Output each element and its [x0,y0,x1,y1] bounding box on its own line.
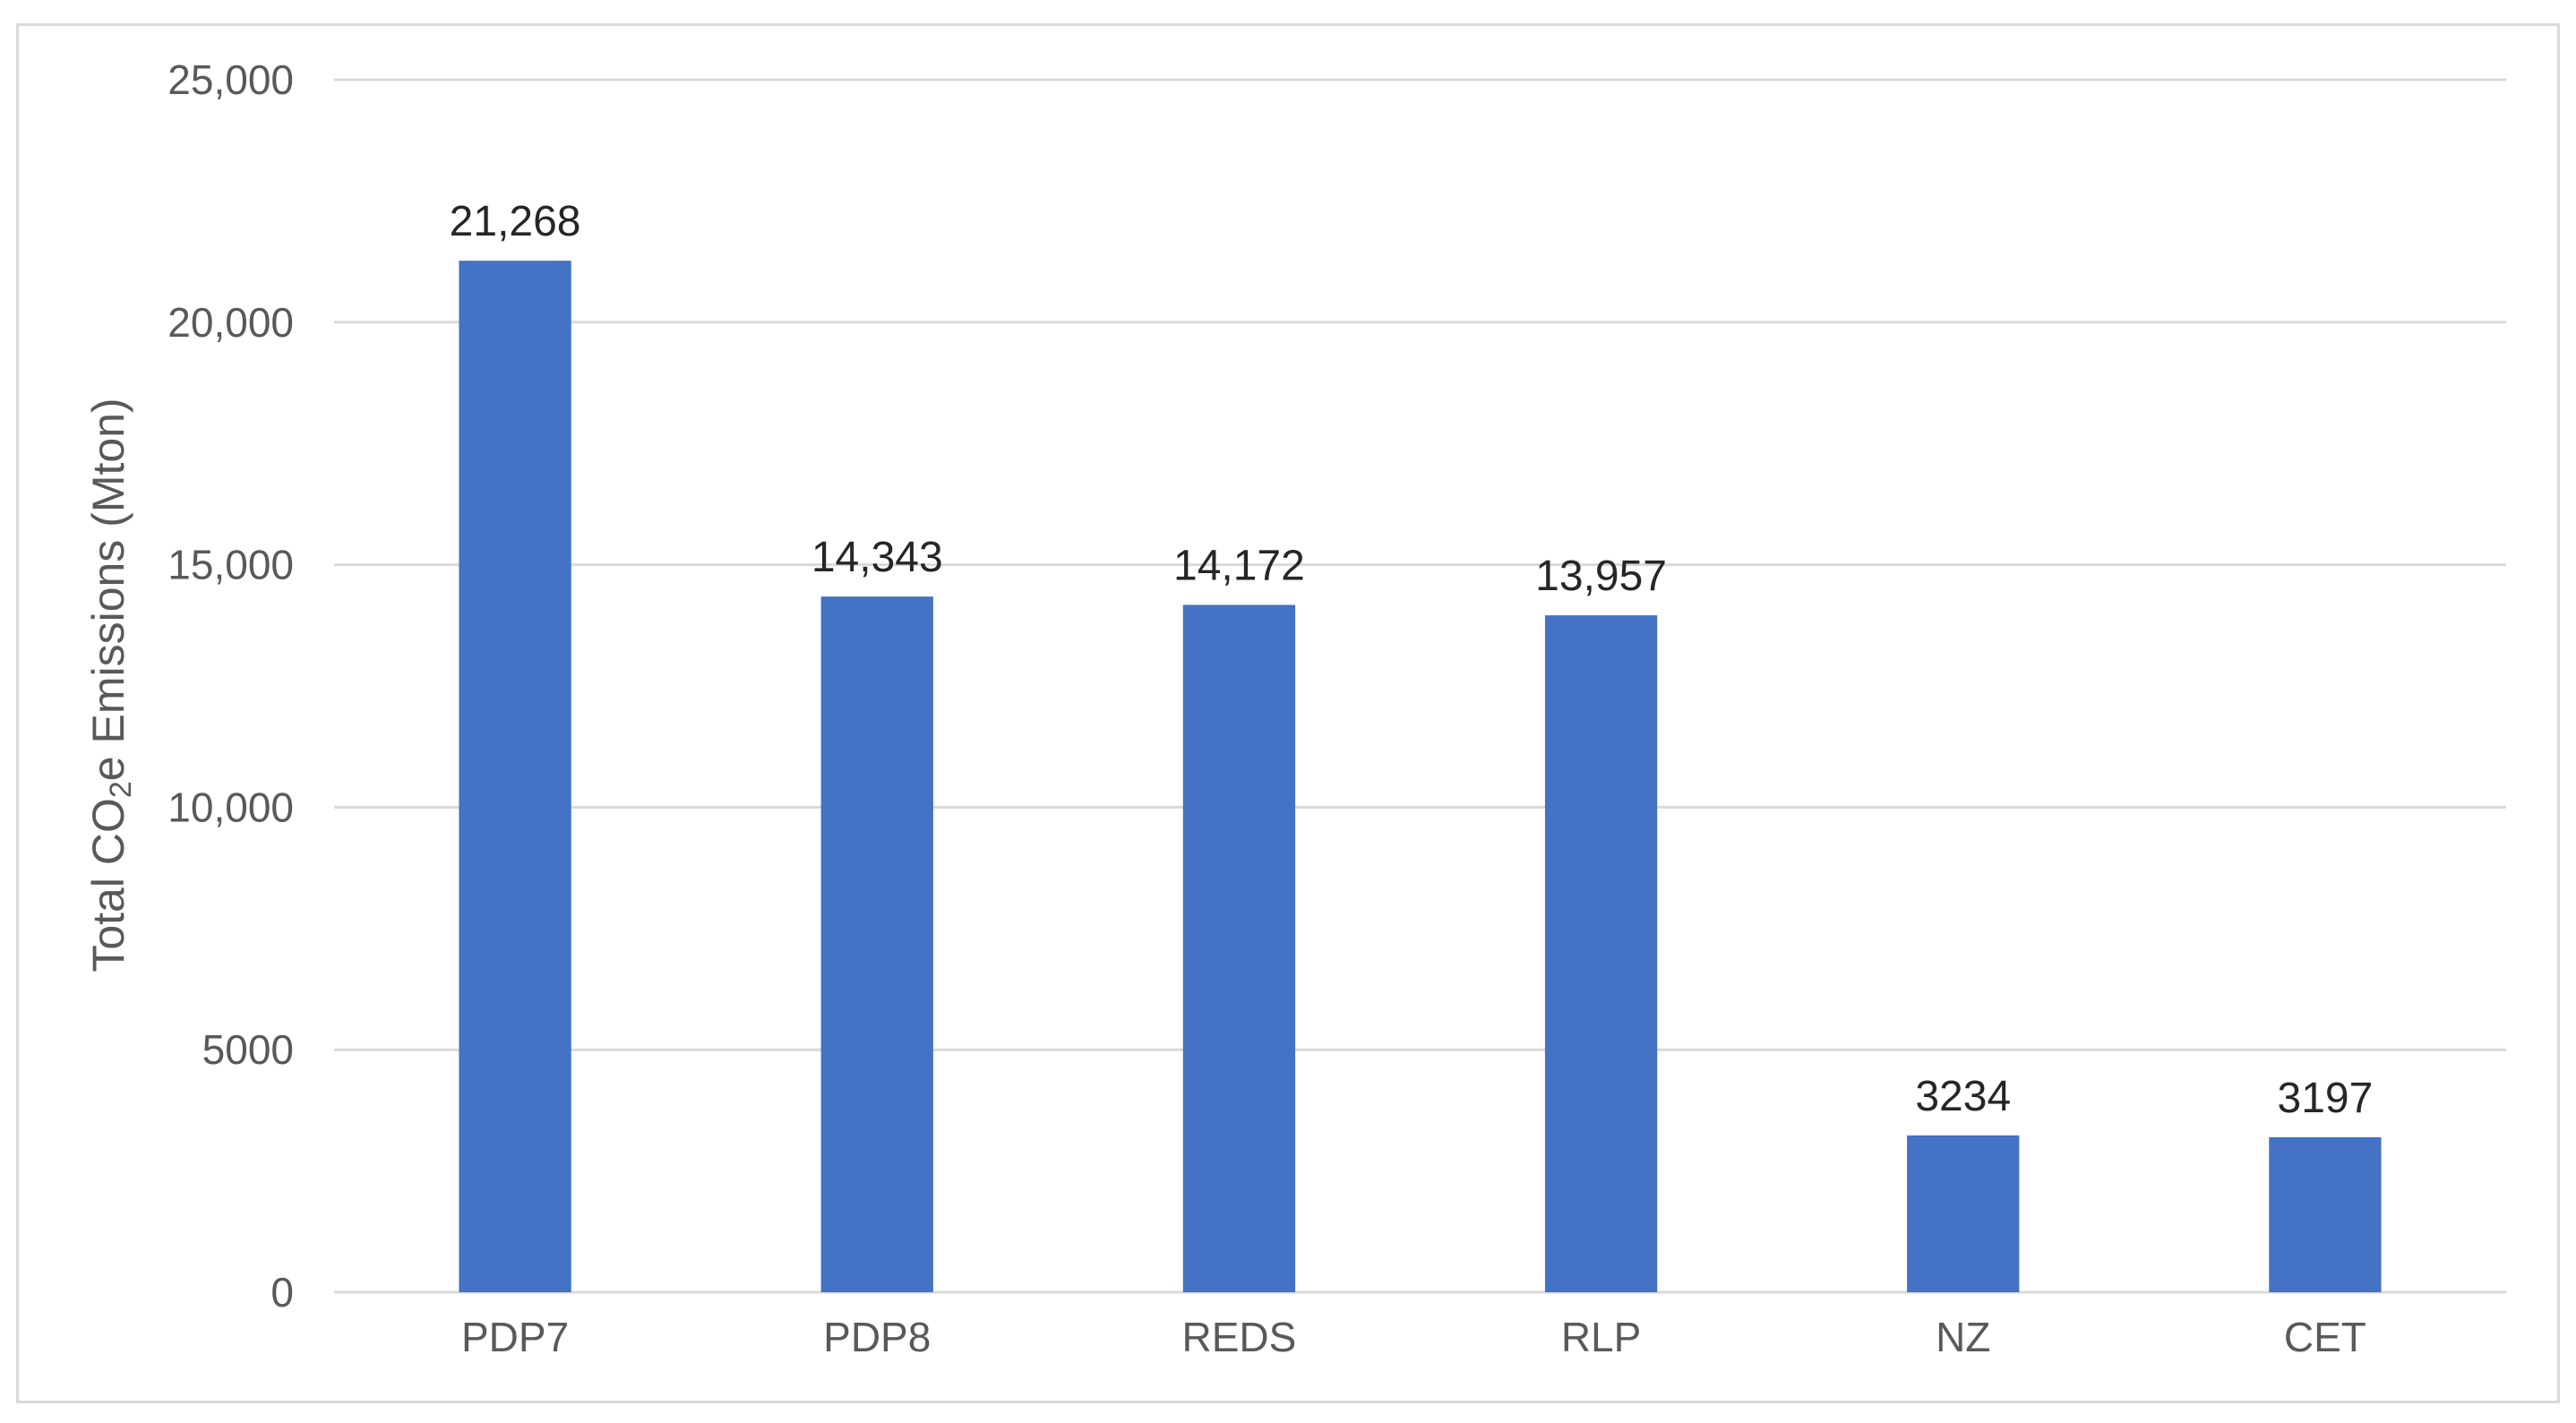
x-tick-label: PDP8 [823,1314,931,1360]
bar-value-label: 21,268 [450,198,581,245]
y-tick-label: 0 [270,1269,294,1316]
y-tick-label: 5000 [202,1026,294,1073]
y-axis-title: Total CO2e Emissions (Mton) [83,398,138,972]
y-tick-label: 10,000 [167,784,294,830]
bar-value-label: 14,172 [1173,542,1305,589]
y-tick-label: 20,000 [167,299,294,346]
x-tick-label: PDP7 [461,1314,569,1360]
x-tick-label: CET [2284,1314,2366,1360]
bar [2269,1136,2382,1292]
x-tick-label: RLP [1561,1314,1641,1360]
data-labels: 21,268 14,343 14,172 13,957 3234 3197 [450,198,2374,1122]
y-tick-label: 15,000 [167,542,294,588]
bar-value-label: 3197 [2278,1075,2374,1122]
bar [1907,1135,2020,1292]
bars [459,261,2382,1292]
bar [459,261,571,1292]
gridlines [334,78,2506,1294]
bar [820,596,933,1292]
bar [1544,615,1658,1292]
bar-value-label: 13,957 [1535,553,1667,600]
y-axis-ticks: 0 5000 10,000 15,000 20,000 25,000 [167,56,294,1316]
bar-value-label: 3234 [1915,1073,2011,1120]
x-tick-label: NZ [1936,1314,1990,1360]
x-axis-ticks: PDP7 PDP8 REDS RLP NZ CET [461,1314,2366,1360]
y-tick-label: 25,000 [167,56,294,103]
bar [1182,604,1296,1292]
x-tick-label: REDS [1182,1314,1297,1360]
bar-value-label: 14,343 [811,534,943,581]
